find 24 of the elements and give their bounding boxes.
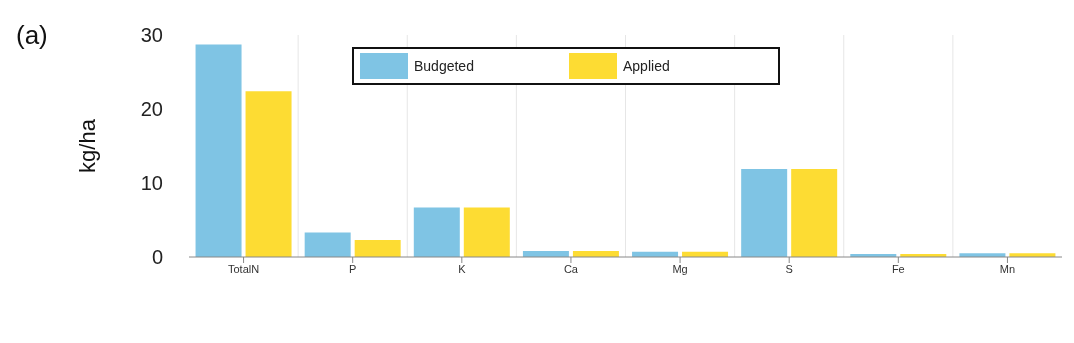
bar [463,207,510,257]
bar [354,239,401,257]
x-tick-label: S [785,262,793,275]
x-tick-label: Mn [999,262,1016,275]
x-tick-label: Ca [563,262,579,275]
bar [304,232,351,257]
x-tick-label: Mg [672,262,688,275]
bar [741,168,788,257]
y-tick-label: 30 [140,24,163,47]
bar [195,44,242,257]
x-tick-label: P [349,262,357,275]
y-axis-title: kg/ha [74,118,100,173]
legend-label: Applied [623,58,670,74]
y-tick-label: 10 [140,172,163,195]
bar [413,207,460,257]
text: (a) [16,20,48,51]
x-tick-label: Fe [891,262,905,275]
bar [791,168,838,257]
x-tick-label: TotalN [227,262,260,275]
bar [245,91,292,257]
y-tick-label: 0 [151,246,163,269]
legend-label: Budgeted [414,58,474,74]
x-tick-label: K [458,262,467,275]
y-tick-label: 20 [140,98,163,121]
